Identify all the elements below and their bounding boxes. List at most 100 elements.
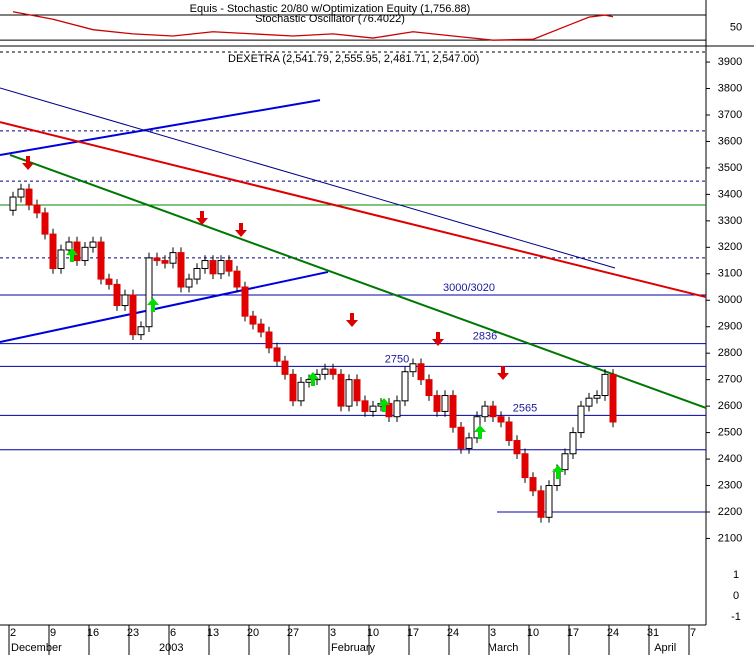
sell-arrow [432, 332, 444, 346]
candle-body [601, 373, 609, 397]
candle-body [161, 260, 169, 264]
candle-body [9, 196, 17, 211]
candle-body [369, 405, 377, 412]
candle-body [209, 260, 217, 275]
candle-body [33, 204, 41, 214]
y-tick-label: 2200 [718, 506, 742, 518]
x-tick-label: 31 [647, 627, 659, 639]
y-tick-label: 2900 [718, 321, 742, 333]
candle-body [265, 331, 273, 349]
candle-body [417, 363, 425, 381]
candle-body [569, 432, 577, 455]
candle-body [145, 257, 153, 328]
x-tick-label: 9 [50, 627, 56, 639]
sell-arrow [497, 366, 509, 380]
candle-body [521, 453, 529, 479]
y-tick-label: 3700 [718, 109, 742, 121]
x-tick-label: 17 [407, 627, 419, 639]
header: Equis - Stochastic 20/80 w/Optimization … [190, 3, 471, 15]
candle-body [273, 347, 281, 362]
y-tick-label: 3300 [718, 215, 742, 227]
month-label: March [488, 642, 519, 654]
candle-body [121, 294, 129, 307]
candle-body [321, 368, 329, 375]
level-label: 3000/3020 [443, 282, 495, 294]
candle-body [361, 400, 369, 412]
buy-arrow [474, 425, 486, 439]
candle-body [545, 485, 553, 518]
y-tick-label: 3100 [718, 268, 742, 280]
buy-arrow [147, 298, 159, 312]
candle-body [97, 241, 105, 280]
y-tick-label: 3800 [718, 82, 742, 94]
candle-body [489, 405, 497, 418]
x-tick-label: 10 [527, 627, 539, 639]
candle-body [441, 395, 449, 412]
y-tick-label: 3500 [718, 162, 742, 174]
x-tick-label: 6 [170, 627, 176, 639]
sell-arrow [235, 223, 247, 237]
y-tick-label: 3400 [718, 188, 742, 200]
trendline [0, 99, 321, 156]
candle-body [337, 373, 345, 407]
y-tick-label: 2800 [718, 347, 742, 359]
candle-body [217, 260, 225, 275]
candle-body [73, 241, 81, 262]
candle-body [449, 395, 457, 428]
candle-body [353, 379, 361, 402]
candle-body [41, 212, 49, 235]
candle-body [65, 241, 73, 251]
buy-arrow [307, 372, 319, 386]
candle-body [329, 368, 337, 375]
x-tick-label: 27 [287, 627, 299, 639]
candle-body [289, 373, 297, 402]
candle-body [497, 416, 505, 423]
candle-body [129, 294, 137, 336]
lower-label: 0 [733, 590, 739, 602]
x-tick-label: 10 [367, 627, 379, 639]
month-label: February [331, 642, 376, 654]
candle-body [609, 373, 617, 423]
candle-body [49, 233, 57, 269]
buy-arrow [552, 465, 564, 479]
candle-body [81, 246, 89, 262]
candle-body [433, 395, 441, 412]
candle-body [225, 260, 233, 272]
x-tick-label: 2 [10, 627, 16, 639]
candle-body [505, 421, 513, 442]
month-label: December [11, 642, 62, 654]
trendline [0, 270, 329, 344]
candle-body [177, 252, 185, 288]
candle-body [193, 267, 201, 280]
level-label: 2836 [473, 331, 497, 343]
candle-body [401, 371, 409, 402]
osc-tick-label: 50 [730, 22, 742, 34]
candle-body [17, 188, 25, 198]
candle-body [513, 440, 521, 455]
trendline [0, 121, 707, 299]
candle-body [409, 363, 417, 373]
buy-arrow [378, 398, 390, 412]
lower-label: 1 [733, 569, 739, 581]
candle-body [113, 283, 121, 307]
level-label: 2750 [385, 353, 409, 365]
candle-body [537, 490, 545, 518]
candle-body [393, 400, 401, 418]
candle-body [89, 241, 97, 248]
lower-label: -1 [731, 611, 741, 623]
sell-arrow [22, 156, 34, 170]
candle-body [105, 278, 113, 285]
month-label: 2003 [159, 642, 183, 654]
y-tick-label: 3200 [718, 241, 742, 253]
candle-body [297, 381, 305, 402]
candle-body [345, 379, 353, 407]
candle-body [425, 379, 433, 397]
x-tick-label: 17 [567, 627, 579, 639]
y-tick-label: 2400 [718, 453, 742, 465]
candle-body [577, 405, 585, 434]
y-tick-label: 2700 [718, 374, 742, 386]
x-tick-label: 23 [127, 627, 139, 639]
candle-body [201, 260, 209, 269]
x-tick-label: 7 [690, 627, 696, 639]
